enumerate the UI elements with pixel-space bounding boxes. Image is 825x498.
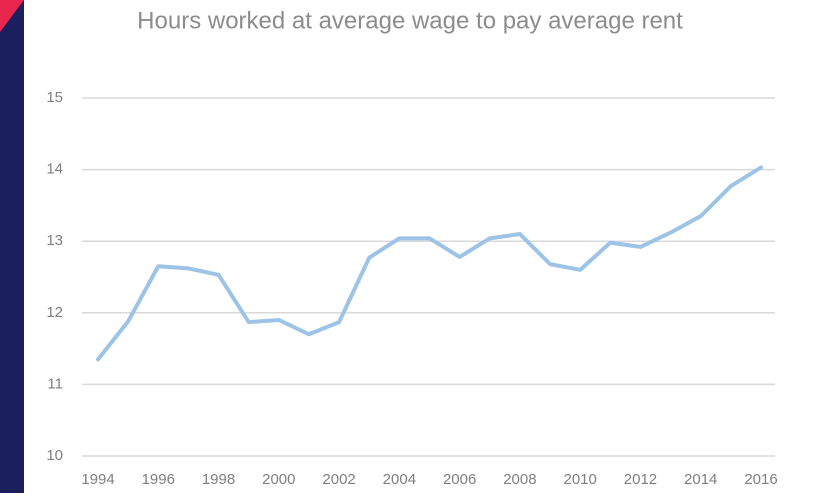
x-tick-label: 2000	[262, 471, 295, 488]
x-tick-label: 1998	[202, 471, 235, 488]
x-tick-label: 2004	[383, 471, 416, 488]
x-tick-label: 2012	[624, 471, 657, 488]
y-tick-label: 12	[46, 304, 63, 321]
x-tick-label: 1994	[81, 471, 114, 488]
x-tick-label: 2014	[684, 471, 717, 488]
side-bar	[0, 0, 24, 493]
y-tick-label: 11	[47, 375, 63, 392]
x-tick-label: 2016	[744, 471, 777, 488]
side-bar-accent	[0, 0, 24, 32]
x-tick-label: 2002	[322, 471, 355, 488]
x-tick-label: 2008	[503, 471, 536, 488]
line	[96, 165, 763, 362]
chart-title: Hours worked at average wage to pay aver…	[137, 7, 683, 34]
x-tick-label: 2010	[563, 471, 596, 488]
y-tick-label: 13	[46, 232, 63, 249]
x-tick-label: 1996	[142, 471, 175, 488]
y-tick-label: 15	[46, 89, 63, 106]
y-tick-label: 10	[46, 447, 63, 464]
y-tick-label: 14	[46, 161, 63, 178]
x-tick-label: 2006	[443, 471, 476, 488]
